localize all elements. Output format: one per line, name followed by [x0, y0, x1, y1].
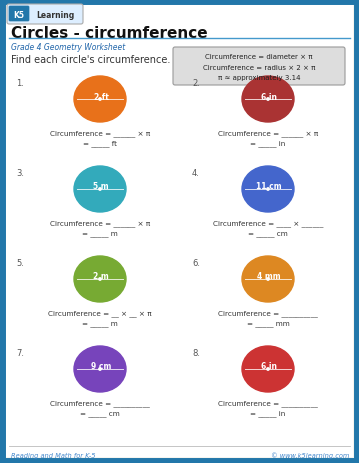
Text: 2 m: 2 m — [93, 272, 109, 281]
Text: Circumference = diameter × π: Circumference = diameter × π — [205, 54, 313, 60]
Text: 3.: 3. — [16, 169, 24, 178]
Text: = _____ in: = _____ in — [250, 140, 286, 147]
FancyBboxPatch shape — [9, 7, 29, 22]
Ellipse shape — [242, 167, 294, 213]
Circle shape — [99, 99, 101, 101]
Ellipse shape — [74, 346, 126, 392]
Text: 8.: 8. — [192, 349, 200, 358]
Text: = _____ mm: = _____ mm — [247, 320, 289, 326]
Text: = _____ in: = _____ in — [250, 410, 286, 417]
Circle shape — [267, 188, 269, 191]
Text: Circumference = radius × 2 × π: Circumference = radius × 2 × π — [203, 64, 315, 70]
Ellipse shape — [242, 77, 294, 123]
Text: 6 in: 6 in — [261, 362, 277, 371]
Text: 5.: 5. — [16, 259, 24, 268]
Text: 6 in: 6 in — [261, 92, 277, 101]
Text: Circumference = ____ × ______: Circumference = ____ × ______ — [213, 220, 323, 227]
Circle shape — [99, 278, 101, 281]
Text: 7.: 7. — [16, 349, 24, 358]
Ellipse shape — [242, 257, 294, 302]
Text: 6.: 6. — [192, 259, 200, 268]
Ellipse shape — [242, 346, 294, 392]
Text: Circumference = __________: Circumference = __________ — [218, 400, 318, 407]
Circle shape — [267, 368, 269, 370]
Text: = _____ cm: = _____ cm — [80, 410, 120, 416]
Text: K5: K5 — [14, 11, 24, 19]
Text: Circumference = ______ × π: Circumference = ______ × π — [50, 220, 150, 227]
Text: Find each circle's circumference.: Find each circle's circumference. — [11, 55, 171, 65]
Text: Circumference = __________: Circumference = __________ — [50, 400, 150, 407]
Circle shape — [99, 188, 101, 191]
Text: Reading and Math for K-5: Reading and Math for K-5 — [11, 452, 95, 458]
Text: 2 ft: 2 ft — [94, 92, 108, 101]
Ellipse shape — [74, 257, 126, 302]
Text: = _____ m: = _____ m — [82, 320, 118, 326]
Text: = _____ m: = _____ m — [82, 231, 118, 237]
Text: Circumference = ______ × π: Circumference = ______ × π — [218, 131, 318, 137]
Text: © www.k5learning.com: © www.k5learning.com — [271, 452, 349, 458]
Text: Circumference = ______ × π: Circumference = ______ × π — [50, 131, 150, 137]
Text: Circumference = __ × __ × π: Circumference = __ × __ × π — [48, 310, 152, 317]
Circle shape — [267, 278, 269, 281]
Text: Learning: Learning — [36, 11, 74, 19]
Text: 9 cm: 9 cm — [91, 362, 111, 371]
Circle shape — [99, 368, 101, 370]
FancyBboxPatch shape — [173, 48, 345, 86]
Text: 2.: 2. — [192, 79, 200, 88]
Text: = _____ ft: = _____ ft — [83, 140, 117, 147]
Text: Circles - circumference: Circles - circumference — [11, 25, 208, 40]
Ellipse shape — [74, 167, 126, 213]
Text: Circumference = __________: Circumference = __________ — [218, 310, 318, 317]
FancyBboxPatch shape — [6, 6, 353, 457]
Ellipse shape — [74, 77, 126, 123]
Text: π ≈ approximately 3.14: π ≈ approximately 3.14 — [218, 75, 300, 81]
Circle shape — [267, 99, 269, 101]
Text: Grade 4 Geometry Worksheet: Grade 4 Geometry Worksheet — [11, 43, 125, 51]
FancyBboxPatch shape — [7, 5, 83, 25]
Text: 4 mm: 4 mm — [257, 272, 281, 281]
Text: 11 cm: 11 cm — [256, 182, 282, 191]
Text: 5 m: 5 m — [93, 182, 109, 191]
Text: = _____ cm: = _____ cm — [248, 231, 288, 237]
Text: 4.: 4. — [192, 169, 200, 178]
Text: 1.: 1. — [16, 79, 24, 88]
